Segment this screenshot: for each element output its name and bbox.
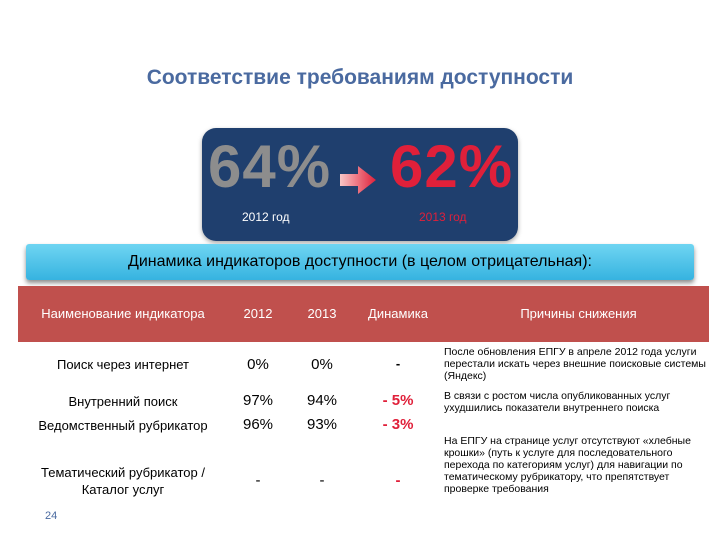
slide-title: Соответствие требованиям доступности: [146, 66, 574, 89]
indicator-name: Тематический рубрикатор / Каталог услуг: [41, 465, 205, 497]
dynamics-cell: - 3%: [382, 416, 414, 433]
value-2012: 64%: [208, 133, 332, 200]
arrow-right-icon: [340, 166, 376, 194]
indicator-name: Внутренний поиск: [68, 394, 178, 409]
dynamics-banner: Динамика индикаторов доступности (в цело…: [26, 244, 694, 280]
dynamics-cell: -: [395, 472, 401, 489]
value-2012-cell: 0%: [247, 356, 269, 373]
label-2012: 2012 год: [242, 210, 290, 224]
header-2012: 2012: [243, 306, 273, 321]
page-number: 24: [45, 510, 58, 522]
value-2012-cell: 97%: [242, 392, 274, 409]
indicator-name: Поиск через интернет: [56, 357, 190, 372]
value-2013-cell: 0%: [311, 356, 333, 373]
dynamics-cell: - 5%: [382, 392, 414, 409]
value-2012-cell: 96%: [242, 416, 274, 433]
value-2012-cell: -: [255, 472, 261, 489]
header-dynamics: Динамика: [368, 306, 428, 321]
indicators-table: Наименование индикатора 2012 2013 Динами…: [18, 286, 709, 520]
value-2013: 62%: [390, 133, 514, 200]
header-reasons: Причины снижения: [520, 306, 637, 321]
table-body: Поиск через интернет 0% 0% - Внутренний …: [18, 342, 709, 520]
accessibility-summary-box: 64% 62% 2012 год 2013 год: [202, 128, 518, 241]
value-2013-cell: 94%: [306, 392, 338, 409]
reason-internet-search: После обновления ЕПГУ в апреле 2012 года…: [444, 346, 706, 382]
reason-internal-search: В связи с ростом числа опубликованных ус…: [444, 390, 671, 414]
indicator-name: Ведомственный рубрикатор: [38, 418, 208, 433]
value-2013-cell: 93%: [306, 416, 338, 433]
reason-catalog: На ЕПГУ на странице услуг отсутствуют «х…: [444, 435, 691, 495]
header-2013: 2013: [307, 306, 337, 321]
label-2013: 2013 год: [419, 210, 467, 224]
table-header: Наименование индикатора 2012 2013 Динами…: [18, 286, 709, 342]
value-2013-cell: -: [319, 472, 325, 489]
header-indicator: Наименование индикатора: [41, 306, 205, 321]
dynamics-cell: -: [395, 356, 401, 371]
